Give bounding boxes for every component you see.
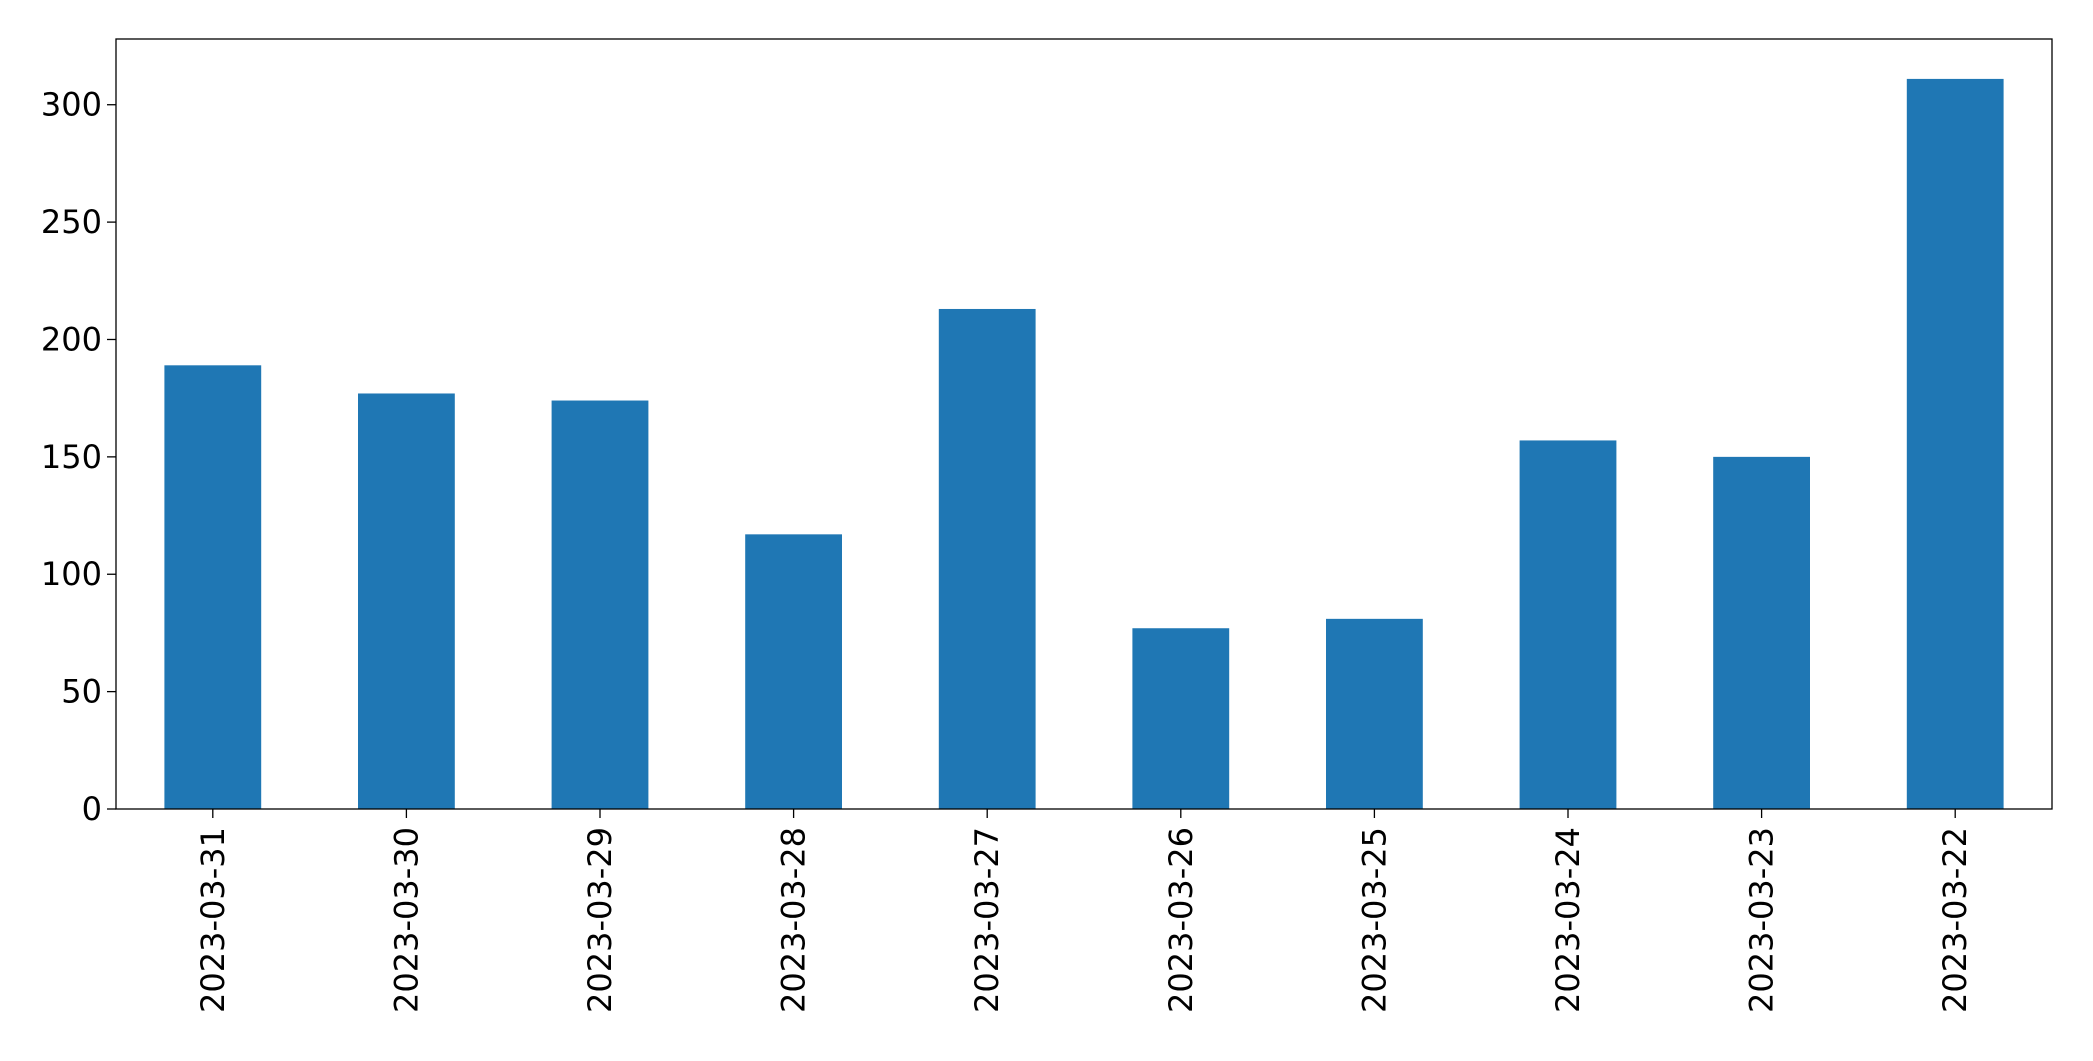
- y-tick-label: 0: [82, 790, 102, 828]
- bar: [1906, 78, 2004, 809]
- x-tick-label: 2023-03-25: [1355, 827, 1393, 1013]
- y-tick-label: 150: [41, 438, 102, 476]
- y-tick-label: 100: [41, 555, 102, 593]
- bar: [1519, 440, 1617, 809]
- x-tick-label: 2023-03-23: [1743, 827, 1781, 1013]
- bar: [1326, 618, 1423, 809]
- plot-frame: [115, 38, 2053, 810]
- bar: [164, 365, 262, 809]
- x-tick-label: 2023-03-30: [387, 827, 425, 1013]
- bar: [1713, 456, 1810, 809]
- y-tick-label: 250: [41, 203, 102, 241]
- y-tick-label: 50: [61, 673, 102, 711]
- x-tick-label: 2023-03-24: [1549, 827, 1587, 1013]
- x-tick-label: 2023-03-29: [581, 827, 619, 1013]
- y-tick-label: 200: [41, 320, 102, 358]
- bar: [745, 534, 842, 809]
- bar: [551, 400, 649, 809]
- bar: [1132, 628, 1230, 809]
- x-tick-label: 2023-03-27: [968, 827, 1006, 1013]
- x-tick-label: 2023-03-31: [194, 827, 232, 1013]
- y-tick-label: 300: [41, 86, 102, 124]
- bar: [358, 393, 455, 809]
- x-tick-label: 2023-03-28: [775, 827, 813, 1013]
- x-tick-label: 2023-03-22: [1936, 827, 1974, 1013]
- x-tick-label: 2023-03-26: [1162, 827, 1200, 1013]
- bar: [938, 308, 1036, 809]
